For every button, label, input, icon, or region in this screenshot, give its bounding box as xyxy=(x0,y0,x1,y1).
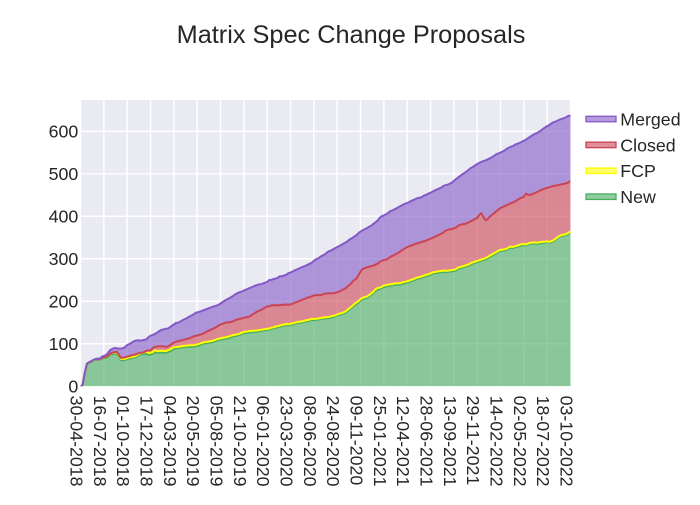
svg-text:01-10-2018: 01-10-2018 xyxy=(113,396,133,487)
svg-text:200: 200 xyxy=(49,292,79,312)
svg-text:21-10-2019: 21-10-2019 xyxy=(230,396,250,487)
svg-text:20-05-2019: 20-05-2019 xyxy=(183,396,203,487)
svg-text:100: 100 xyxy=(49,334,79,354)
svg-text:24-08-2020: 24-08-2020 xyxy=(323,396,343,487)
svg-text:Closed: Closed xyxy=(620,135,675,155)
svg-text:New: New xyxy=(620,187,656,207)
svg-text:04-03-2019: 04-03-2019 xyxy=(160,396,180,487)
svg-text:12-04-2021: 12-04-2021 xyxy=(393,396,413,487)
svg-text:18-07-2022: 18-07-2022 xyxy=(533,396,553,487)
svg-text:0: 0 xyxy=(68,377,78,397)
svg-text:29-11-2021: 29-11-2021 xyxy=(463,396,483,486)
svg-text:13-09-2021: 13-09-2021 xyxy=(440,396,460,487)
svg-text:30-04-2018: 30-04-2018 xyxy=(67,396,87,487)
svg-text:05-08-2019: 05-08-2019 xyxy=(207,396,227,487)
svg-text:03-10-2022: 03-10-2022 xyxy=(557,396,577,487)
svg-text:06-01-2020: 06-01-2020 xyxy=(253,396,273,487)
svg-text:300: 300 xyxy=(49,249,79,269)
svg-text:23-03-2020: 23-03-2020 xyxy=(277,396,297,487)
svg-text:600: 600 xyxy=(49,122,79,142)
svg-text:02-05-2022: 02-05-2022 xyxy=(510,396,530,487)
svg-text:16-07-2018: 16-07-2018 xyxy=(90,396,110,487)
svg-text:17-12-2018: 17-12-2018 xyxy=(137,396,157,487)
svg-text:09-11-2020: 09-11-2020 xyxy=(347,396,367,486)
svg-text:28-06-2021: 28-06-2021 xyxy=(417,396,437,487)
svg-text:14-02-2022: 14-02-2022 xyxy=(487,396,507,487)
svg-text:Merged: Merged xyxy=(620,109,680,129)
svg-text:400: 400 xyxy=(49,207,79,227)
svg-text:500: 500 xyxy=(49,164,79,184)
svg-text:FCP: FCP xyxy=(620,161,656,181)
svg-text:Matrix Spec Change Proposals: Matrix Spec Change Proposals xyxy=(177,21,526,49)
svg-text:25-01-2021: 25-01-2021 xyxy=(370,396,390,487)
svg-text:08-06-2020: 08-06-2020 xyxy=(300,396,320,487)
